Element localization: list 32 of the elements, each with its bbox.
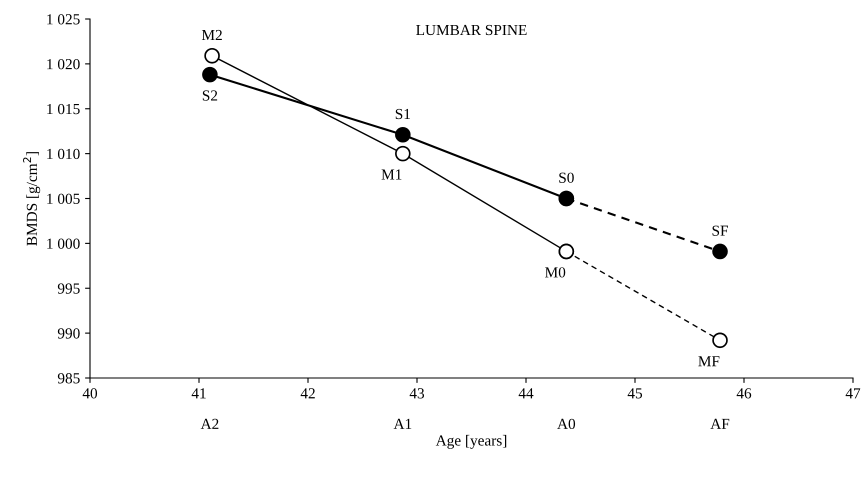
annotation: M1 xyxy=(382,169,402,180)
x-axis-title: Age [years] xyxy=(436,434,506,449)
text: AF xyxy=(710,418,730,429)
x-tick-label: 45 xyxy=(628,388,642,398)
x-tick-label: 40 xyxy=(82,388,98,398)
annotation: S0 xyxy=(559,172,574,183)
annotation: M2 xyxy=(202,30,222,40)
y-axis-title: BMDS [g/cm$^{2}$] xyxy=(23,152,40,246)
annotation: SF xyxy=(712,226,728,236)
y-tick-label: 995 xyxy=(58,283,80,294)
x-tick-label: 47 xyxy=(846,388,860,398)
annotation: S2 xyxy=(202,90,218,101)
x-tick-label: 46 xyxy=(736,388,752,398)
chart-title: LUMBAR SPINE xyxy=(416,24,527,36)
text: A2 xyxy=(200,418,218,429)
x-tick-label: 43 xyxy=(410,388,424,398)
x-tick-label: 41 xyxy=(192,388,206,398)
text: A0 xyxy=(557,418,576,430)
y-tick-label: 1 020 xyxy=(47,59,80,70)
y-tick-label: 1 010 xyxy=(47,148,80,160)
text: A1 xyxy=(394,418,412,429)
annotation: S1 xyxy=(396,108,410,120)
y-tick-label: 1 000 xyxy=(47,238,80,249)
x-tick-label: 42 xyxy=(300,388,315,398)
annotation: MF xyxy=(698,356,720,366)
annotation: M0 xyxy=(545,267,566,278)
y-tick-label: 1 005 xyxy=(47,194,80,204)
y-tick-label: 985 xyxy=(58,373,80,384)
y-tick-label: 1 025 xyxy=(47,14,80,24)
y-tick-label: 990 xyxy=(58,328,80,339)
y-tick-label: 1 015 xyxy=(47,104,80,114)
x-tick-label: 44 xyxy=(518,388,534,398)
